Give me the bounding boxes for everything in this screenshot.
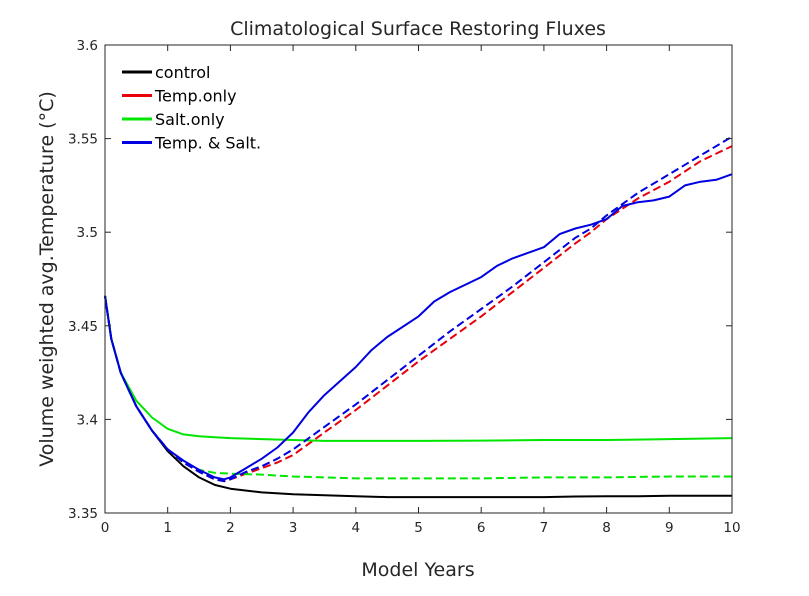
y-tick-label: 3.35	[68, 506, 98, 522]
x-tick-label: 1	[163, 520, 172, 536]
x-tick-label: 3	[289, 520, 298, 536]
y-tick-label: 3.6	[77, 38, 98, 54]
x-tick-label: 8	[602, 520, 611, 536]
series-line-1	[104, 145, 733, 483]
chart-title: Climatological Surface Restoring Fluxes	[230, 18, 606, 40]
ticks-layer: 0 1 2 3 4 5 6 7 8 9 10 3.35 3.4 3.45 3.5 3.55 3.6	[68, 38, 741, 536]
legend-label: control	[155, 63, 210, 82]
y-axis-label: Volume weighted avg.Temperature (°C)	[36, 91, 58, 467]
legend-label: Salt.only	[155, 110, 225, 129]
x-tick-label: 7	[540, 520, 549, 536]
series-line-4	[104, 135, 733, 483]
x-tick-label: 2	[226, 520, 235, 536]
y-tick-label: 3.45	[68, 319, 98, 335]
x-tick-label: 4	[352, 520, 361, 536]
x-axis-label: Model Years	[361, 559, 474, 581]
x-tick-label: 5	[414, 520, 423, 536]
y-tick-label: 3.5	[77, 225, 98, 241]
series-line-5	[104, 173, 733, 481]
x-tick-label: 10	[723, 520, 740, 536]
legend-label: Temp. & Salt.	[154, 134, 261, 153]
y-tick-label: 3.55	[68, 132, 98, 148]
x-tick-label: 6	[477, 520, 486, 536]
plot-area	[105, 45, 732, 513]
series-line-2	[104, 295, 733, 442]
x-tick-label: 0	[101, 520, 110, 536]
y-tick-label: 3.4	[77, 412, 98, 428]
legend: control Temp.only Salt.only Temp. & Salt.	[122, 63, 261, 153]
legend-label: Temp.only	[154, 87, 237, 106]
series-layer	[104, 135, 733, 499]
x-tick-label: 9	[665, 520, 674, 536]
